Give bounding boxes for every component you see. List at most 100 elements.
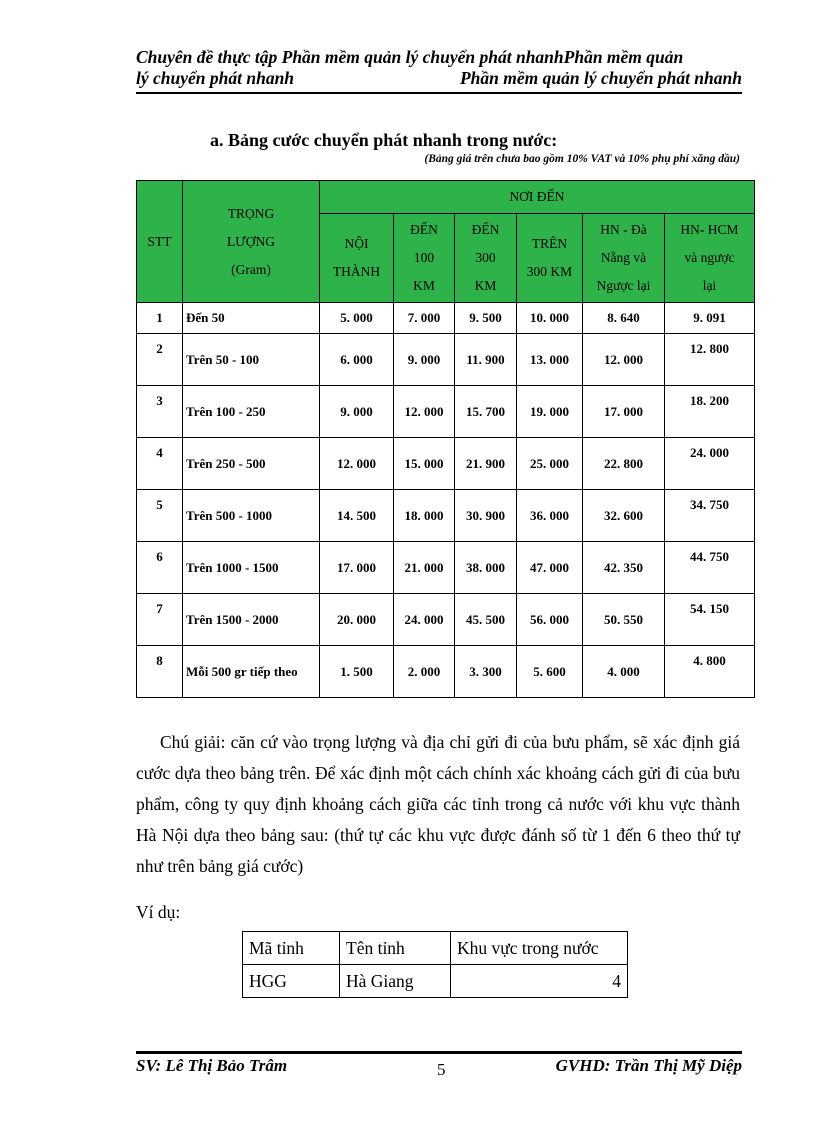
weight-cell: Trên 1000 - 1500	[182, 541, 320, 594]
destination-column-header: HN - Đà Nẵng và Ngược lại	[582, 213, 665, 303]
section-title: a. Bảng cước chuyển phát nhanh trong nướ…	[210, 130, 558, 150]
price-cell: 45. 500	[454, 593, 517, 646]
weight-header-line: (Gram)	[231, 261, 271, 277]
weight-cell: Trên 500 - 1000	[182, 489, 320, 542]
example-header-cell: Mã tỉnh	[242, 931, 340, 965]
price-cell: 12. 800	[664, 333, 755, 386]
price-cell: 25. 000	[516, 437, 583, 490]
price-cell: 9. 091	[664, 302, 755, 334]
price-cell: 47. 000	[516, 541, 583, 594]
price-cell: 18. 000	[393, 489, 455, 542]
price-cell: 9. 000	[319, 385, 394, 438]
destination-column-header: HN- HCM và ngược lại	[664, 213, 755, 303]
rate-row: 5 Trên 500 - 1000 14. 500 18. 000 30. 900 36.…	[136, 489, 755, 542]
footer-advisor: GVHD: Trần Thị Mỹ Diệp	[555, 1056, 742, 1075]
rate-header-row: STT TRỌNG LƯỢNG (Gram) NƠI ĐẾN	[136, 180, 755, 303]
price-cell: 8. 640	[582, 302, 665, 334]
price-cell: 12. 000	[393, 385, 455, 438]
price-cell: 7. 000	[393, 302, 455, 334]
column-header-line: HN- HCM	[680, 222, 739, 237]
stt-cell: 6	[136, 541, 183, 594]
price-cell: 15. 000	[393, 437, 455, 490]
footer-student: SV: Lê Thị Bảo Trâm	[136, 1056, 288, 1075]
price-cell: 2. 000	[393, 645, 455, 698]
price-cell: 21. 900	[454, 437, 517, 490]
column-header-line: Ngược lại	[596, 278, 651, 293]
stt-cell: 8	[136, 645, 183, 698]
price-cell: 17. 000	[319, 541, 394, 594]
weight-cell: Trên 1500 - 2000	[182, 593, 320, 646]
price-cell: 17. 000	[582, 385, 665, 438]
example-label: Ví dụ:	[136, 902, 181, 922]
column-header-line: ĐẾN	[471, 222, 500, 237]
price-cell: 50. 550	[582, 593, 665, 646]
rate-row: 3 Trên 100 - 250 9. 000 12. 000 15. 700 19. 0…	[136, 385, 755, 438]
section-note: (Bảng giá trên chưa bao gồm 10% VAT và 1…	[424, 153, 740, 165]
price-cell: 20. 000	[319, 593, 394, 646]
rate-row: 1 Đến 50 5. 000 7. 000 9. 500 10. 000 8. 640 9.…	[136, 302, 755, 334]
price-cell: 12. 000	[582, 333, 665, 386]
example-cell: Hà Giang	[339, 964, 451, 998]
explanation-paragraph: Chú giải: căn cứ vào trọng lượng và địa …	[136, 732, 740, 876]
rate-row: 8 Mỗi 500 gr tiếp theo 1. 500 2. 000 3. 300 5…	[136, 645, 755, 698]
rate-row: 7 Trên 1500 - 2000 20. 000 24. 000 45. 500 56…	[136, 593, 755, 646]
header-rule	[136, 92, 742, 94]
destination-column-header: ĐẾN 100 KM	[393, 213, 455, 303]
price-cell: 5. 000	[319, 302, 394, 334]
price-cell: 22. 800	[582, 437, 665, 490]
weight-cell: Trên 250 - 500	[182, 437, 320, 490]
example-cell: 4	[450, 964, 628, 998]
rate-row: 6 Trên 1000 - 1500 17. 000 21. 000 38. 000 47…	[136, 541, 755, 594]
running-header-line2: lý chuyển phát nhanh Phần mềm quản lý ch…	[136, 68, 742, 89]
destination-column-header: TRÊN 300 KM	[516, 213, 583, 303]
price-cell: 15. 700	[454, 385, 517, 438]
weight-header-line: LƯỢNG	[227, 233, 275, 249]
destination-column-header: ĐẾN 300 KM	[454, 213, 517, 303]
price-cell: 44. 750	[664, 541, 755, 594]
stt-cell: 5	[136, 489, 183, 542]
column-header-line: 100	[413, 250, 435, 265]
column-header-line: và ngược	[684, 250, 735, 265]
price-cell: 38. 000	[454, 541, 517, 594]
weight-header-line: TRỌNG	[227, 205, 275, 221]
stt-header: STT	[136, 180, 183, 303]
price-cell: 30. 900	[454, 489, 517, 542]
rate-row: 2 Trên 50 - 100 6. 000 9. 000 11. 900 13. 000…	[136, 333, 755, 386]
price-cell: 56. 000	[516, 593, 583, 646]
price-cell: 36. 000	[516, 489, 583, 542]
weight-cell: Đến 50	[182, 302, 320, 334]
price-cell: 21. 000	[393, 541, 455, 594]
example-table: Mã tỉnh Tên tỉnh Khu vực trong nước HGG …	[242, 931, 628, 998]
weight-cell: Mỗi 500 gr tiếp theo	[182, 645, 320, 698]
example-header-row: Mã tỉnh Tên tỉnh Khu vực trong nước	[242, 931, 628, 965]
price-cell: 1. 500	[319, 645, 394, 698]
weight-cell: Trên 100 - 250	[182, 385, 320, 438]
price-cell: 4. 000	[582, 645, 665, 698]
weight-cell: Trên 50 - 100	[182, 333, 320, 386]
price-cell: 24. 000	[664, 437, 755, 490]
stt-cell: 7	[136, 593, 183, 646]
rate-table: STT TRỌNG LƯỢNG (Gram) NƠI ĐẾN NỘI THÀNH ĐẾN 100…	[136, 180, 755, 698]
price-cell: 11. 900	[454, 333, 517, 386]
rate-subheader-row: NỘI THÀNH ĐẾN 100 KM ĐẾN 300 KM TRÊN 300 KM HN - Đ…	[137, 213, 755, 303]
column-header-line: ĐẾN	[410, 222, 438, 237]
running-header-right: Phần mềm quản lý chuyển phát nhanh	[459, 68, 742, 88]
price-cell: 42. 350	[582, 541, 665, 594]
price-cell: 12. 000	[319, 437, 394, 490]
stt-cell: 4	[136, 437, 183, 490]
destination-column-header: NỘI THÀNH	[319, 213, 394, 303]
example-cell: HGG	[242, 964, 340, 998]
column-header-line: Nẵng và	[600, 250, 647, 265]
price-cell: 3. 300	[454, 645, 517, 698]
destination-header: NƠI ĐẾN	[319, 180, 755, 214]
price-cell: 34. 750	[664, 489, 755, 542]
stt-cell: 1	[136, 302, 183, 334]
column-header-line: THÀNH	[332, 264, 381, 279]
example-header-cell: Khu vực trong nước	[450, 931, 628, 965]
rate-row: 4 Trên 250 - 500 12. 000 15. 000 21. 900 25. …	[136, 437, 755, 490]
price-cell: 24. 000	[393, 593, 455, 646]
price-cell: 32. 600	[582, 489, 665, 542]
column-header-line: KM	[413, 278, 435, 293]
price-cell: 9. 000	[393, 333, 455, 386]
